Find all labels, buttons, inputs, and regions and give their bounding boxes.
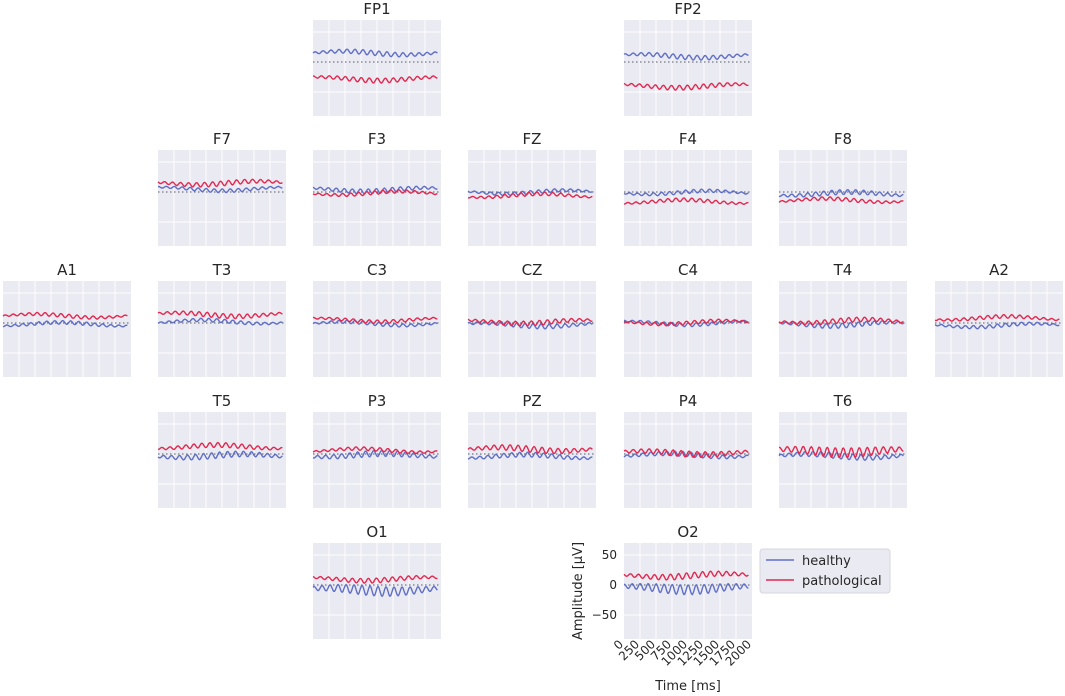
- healthy-series-line: [157, 450, 283, 461]
- subplot-a1: A1: [2, 261, 131, 377]
- healthy-series-line: [312, 583, 438, 598]
- subplot-f7: F7: [157, 130, 286, 246]
- subplot-title: F8: [834, 130, 852, 148]
- subplot-title: O2: [677, 523, 698, 541]
- subplot-t6: T6: [778, 392, 907, 508]
- healthy-series-line: [2, 319, 128, 328]
- y-tick-label: −50: [592, 608, 617, 622]
- subplot-t5: T5: [157, 392, 286, 508]
- pathological-series-line: [623, 570, 749, 581]
- subplot-title: F4: [679, 130, 697, 148]
- subplot-title: T6: [833, 392, 853, 410]
- subplot-t4: T4: [778, 261, 907, 377]
- pathological-series-line: [467, 317, 593, 327]
- subplot-c4: C4: [623, 261, 752, 377]
- subplot-cz: CZ: [467, 261, 596, 377]
- subplot-title: P3: [368, 392, 387, 410]
- subplot-title: FP1: [363, 0, 390, 18]
- pathological-series-line: [157, 178, 283, 188]
- subplot-a2: A2: [934, 261, 1063, 377]
- y-tick-label: 0: [609, 578, 617, 592]
- pathological-series-line: [157, 441, 283, 451]
- subplot-title: FZ: [523, 130, 542, 148]
- healthy-series-line: [934, 321, 1060, 330]
- healthy-series-line: [623, 582, 749, 596]
- subplot-c3: C3: [312, 261, 441, 377]
- pathological-series-line: [467, 444, 593, 455]
- subplot-title: T3: [212, 261, 232, 279]
- legend: healthy pathological: [759, 548, 891, 594]
- pathological-series-line: [2, 311, 128, 320]
- healthy-series-line: [467, 188, 593, 197]
- healthy-series-line: [623, 51, 749, 61]
- pathological-series-line: [623, 318, 749, 327]
- subplot-title: F7: [213, 130, 231, 148]
- subplot-title: O1: [366, 523, 387, 541]
- healthy-series-line: [778, 188, 904, 198]
- pathological-series-line: [623, 197, 749, 206]
- pathological-series-line: [467, 191, 593, 200]
- pathological-series-line: [312, 446, 438, 455]
- subplot-title: T4: [833, 261, 853, 279]
- subplot-title: C4: [678, 261, 698, 279]
- y-axis-label: Amplitude [µV]: [571, 542, 586, 640]
- x-axis-label: Time [ms]: [654, 679, 721, 692]
- y-tick-label: 50: [602, 548, 617, 562]
- subplot-f3: F3: [312, 130, 441, 246]
- subplot-fp2: FP2: [623, 0, 752, 116]
- subplot-title: PZ: [522, 392, 541, 410]
- subplot-f8: F8: [778, 130, 907, 246]
- pathological-series-line: [778, 196, 904, 205]
- legend-label-healthy: healthy: [802, 554, 851, 569]
- pathological-series-line: [312, 316, 438, 325]
- subplot-t3: T3: [157, 261, 286, 377]
- subplot-pz: PZ: [467, 392, 596, 508]
- subplot-title: FP2: [674, 0, 701, 18]
- subplot-p4: P4: [623, 392, 752, 508]
- pathological-series-line: [623, 448, 749, 459]
- healthy-series-line: [778, 450, 904, 462]
- subplot-title: P4: [679, 392, 698, 410]
- healthy-series-line: [623, 188, 749, 197]
- healthy-series-line: [312, 48, 438, 58]
- subplot-title: F3: [368, 130, 386, 148]
- healthy-series-line: [312, 185, 438, 195]
- pathological-series-line: [312, 189, 438, 198]
- subplot-title: T5: [212, 392, 232, 410]
- pathological-series-line: [623, 82, 749, 91]
- healthy-series-line: [467, 451, 593, 461]
- subplot-o1: O1: [312, 523, 441, 639]
- subplot-p3: P3: [312, 392, 441, 508]
- pathological-series-line: [312, 574, 438, 584]
- subplot-title: C3: [367, 261, 387, 279]
- healthy-series-line: [312, 319, 438, 328]
- pathological-series-line: [157, 310, 283, 320]
- subplot-f4: F4: [623, 130, 752, 246]
- subplot-title: A2: [989, 261, 1009, 279]
- subplot-o2: O2500−50025050075010001250150017502000Ti…: [571, 523, 754, 694]
- subplot-fp1: FP1: [312, 0, 441, 116]
- healthy-series-line: [312, 449, 438, 460]
- healthy-series-line: [467, 320, 593, 330]
- pathological-series-line: [778, 316, 904, 326]
- pathological-series-line: [779, 445, 904, 459]
- legend-label-pathological: pathological: [802, 574, 882, 589]
- healthy-series-line: [158, 185, 283, 194]
- subplot-title: CZ: [522, 261, 543, 279]
- healthy-series-line: [157, 317, 283, 326]
- pathological-series-line: [313, 75, 438, 84]
- subplot-title: A1: [57, 261, 77, 279]
- subplot-fz: FZ: [467, 130, 596, 246]
- pathological-series-line: [934, 313, 1060, 322]
